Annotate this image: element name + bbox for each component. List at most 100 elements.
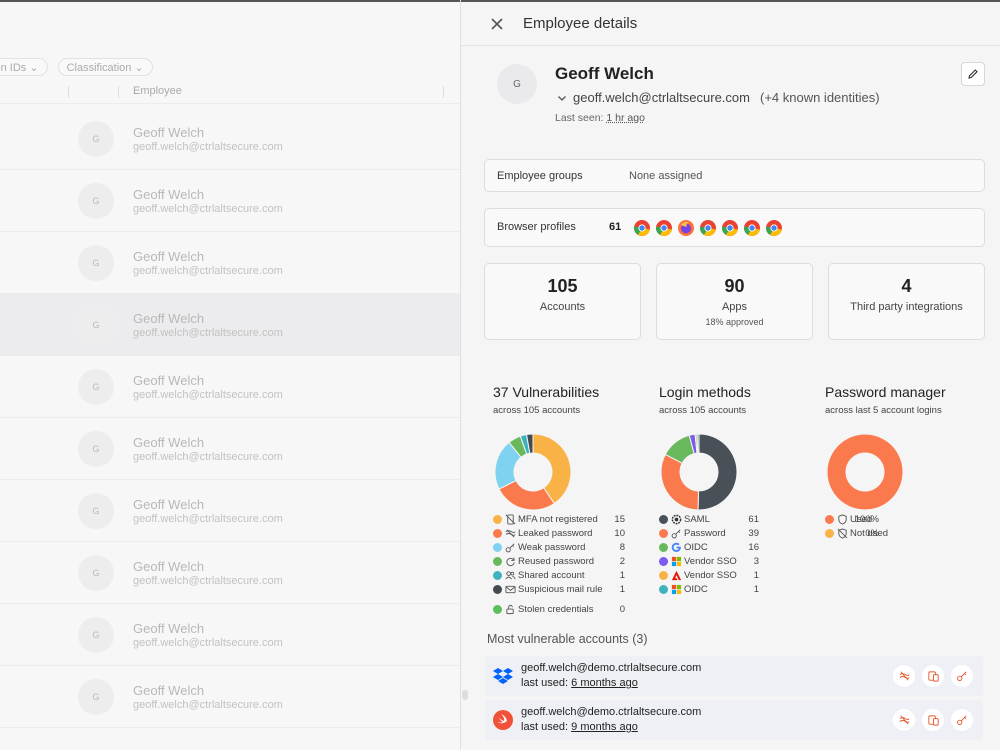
scrollbar-thumb[interactable] [462, 690, 468, 700]
edit-button[interactable] [961, 62, 985, 86]
legend-item[interactable]: SAML 61 [659, 513, 769, 527]
browser-icon[interactable] [677, 219, 695, 237]
donut-slice[interactable] [526, 433, 534, 454]
stat-third-party-integrations[interactable]: 4 Third party integrations [828, 263, 985, 340]
legend-label: Shared account [518, 570, 585, 581]
donut-slice[interactable] [697, 433, 738, 511]
employee-name: Geoff Welch [133, 497, 205, 512]
browser-icon[interactable] [633, 219, 651, 237]
legend-dot [493, 515, 502, 524]
chrome-icon [633, 220, 650, 236]
legend-count: 15 [614, 514, 625, 525]
device-action-icon [927, 714, 939, 726]
login-methods-section: Login methods across 105 accounts [659, 384, 819, 416]
account-last-used: last used: 9 months ago [521, 721, 638, 733]
legend-item[interactable]: Shared account 1 [493, 569, 633, 583]
donut-slice[interactable] [826, 433, 904, 511]
chrome-icon [765, 220, 782, 236]
legend-item[interactable]: Not used 0% [825, 527, 925, 541]
donut-slice[interactable] [660, 453, 700, 511]
legend-item[interactable]: OIDC 1 [659, 583, 769, 597]
browser-icon[interactable] [765, 219, 783, 237]
employee-email: geoff.welch@ctrlaltsecure.com [133, 141, 283, 153]
browser-icon[interactable] [655, 219, 673, 237]
device-action-icon [927, 670, 939, 682]
login-methods-donut-chart [660, 433, 738, 511]
table-header: Employee [0, 80, 460, 104]
header-divider [461, 45, 1000, 46]
table-row[interactable]: G Geoff Welch geoff.welch@ctrlaltsecure.… [0, 294, 460, 356]
last-seen: Last seen: 1 hr ago [555, 112, 645, 124]
login-methods-title: Login methods [659, 384, 751, 400]
legend-dot [659, 529, 668, 538]
device-action[interactable] [922, 709, 944, 731]
donut-slice[interactable] [532, 433, 572, 505]
legend-count: 0 [619, 604, 625, 615]
password-action[interactable] [951, 665, 973, 687]
table-row[interactable]: G Geoff Welch geoff.welch@ctrlaltsecure.… [0, 666, 460, 728]
legend-count: 0% [865, 528, 879, 539]
legend-count: 1 [619, 570, 625, 581]
vulnerable-account-item[interactable]: geoff.welch@demo.ctrlaltsecure.com last … [485, 700, 983, 740]
browser-icon[interactable] [743, 219, 761, 237]
legend-item[interactable]: Reused password 2 [493, 555, 633, 569]
close-button[interactable] [487, 14, 507, 34]
legend-item[interactable]: Leaked password 10 [493, 527, 633, 541]
leaked-password-action[interactable] [893, 665, 915, 687]
table-row[interactable]: G Geoff Welch geoff.welch@ctrlaltsecure.… [0, 356, 460, 418]
avatar: G [78, 369, 114, 405]
browser-icon[interactable] [721, 219, 739, 237]
stat-accounts[interactable]: 105 Accounts [484, 263, 641, 340]
employee-name: Geoff Welch [133, 373, 205, 388]
employee-name: Geoff Welch [133, 311, 205, 326]
legend-item[interactable]: Weak password 8 [493, 541, 633, 555]
legend-item[interactable]: Vendor SSO 1 [659, 569, 769, 583]
vulnerable-account-item[interactable]: geoff.welch@demo.ctrlaltsecure.com last … [485, 656, 983, 696]
chrome-icon [655, 220, 672, 236]
table-row[interactable]: G Geoff Welch geoff.welch@ctrlaltsecure.… [0, 418, 460, 480]
legend-item[interactable]: Suspicious mail rule 1 [493, 583, 633, 597]
table-row[interactable]: G Geoff Welch geoff.welch@ctrlaltsecure.… [0, 232, 460, 294]
stat-apps[interactable]: 90 Apps 18% approved [656, 263, 813, 340]
avatar: G [78, 431, 114, 467]
legend-dot [493, 543, 502, 552]
table-row[interactable]: G Geoff Welch geoff.welch@ctrlaltsecure.… [0, 480, 460, 542]
legend-label: Used [850, 514, 873, 525]
column-header-employee[interactable]: Employee [133, 85, 182, 97]
filter-chip-classification[interactable]: Classification ⌄ [57, 58, 153, 76]
users-icon [505, 571, 516, 580]
legend-item[interactable]: Vendor SSO 3 [659, 555, 769, 569]
drawer-title: Employee details [523, 15, 638, 32]
table-row[interactable]: G Geoff Welch geoff.welch@ctrlaltsecure.… [0, 542, 460, 604]
avatar: G [78, 121, 114, 157]
legend-dot [659, 585, 668, 594]
chrome-icon [721, 220, 738, 236]
employee-profile: G Geoff Welch geoff.welch@ctrlaltsecure.… [497, 64, 977, 134]
legend-count: 16 [748, 542, 759, 553]
avatar: G [78, 307, 114, 343]
legend-count: 10 [614, 528, 625, 539]
device-action[interactable] [922, 665, 944, 687]
legend-item[interactable]: MFA not registered 15 [493, 513, 633, 527]
employee-email: geoff.welch@ctrlaltsecure.com [133, 389, 283, 401]
table-row[interactable]: G Geoff Welch geoff.welch@ctrlaltsecure.… [0, 604, 460, 666]
table-row[interactable]: G Geoff Welch geoff.welch@ctrlaltsecure.… [0, 108, 460, 170]
legend-item[interactable]: Password 39 [659, 527, 769, 541]
legend-dot [659, 557, 668, 566]
pencil-icon [968, 69, 978, 79]
browser-icon[interactable] [699, 219, 717, 237]
identities-toggle[interactable]: geoff.welch@ctrlaltsecure.com (+4 known … [557, 90, 880, 105]
table-row[interactable]: G Geoff Welch geoff.welch@ctrlaltsecure.… [0, 170, 460, 232]
legend-dot [659, 515, 668, 524]
legend-item[interactable]: OIDC 16 [659, 541, 769, 555]
legend-item[interactable]: Used 100% [825, 513, 925, 527]
filter-chip-ids[interactable]: tion IDs ⌄ [0, 58, 48, 76]
legend-item[interactable]: Stolen credentials 0 [493, 603, 633, 617]
password-action[interactable] [951, 709, 973, 731]
last-seen-value: 1 hr ago [606, 112, 645, 124]
legend-label: Vendor SSO [684, 556, 737, 567]
leaked-password-action[interactable] [893, 709, 915, 731]
last-seen-label: Last seen: [555, 112, 604, 124]
donut-slice[interactable] [696, 433, 700, 454]
shield-off-icon [837, 528, 848, 539]
